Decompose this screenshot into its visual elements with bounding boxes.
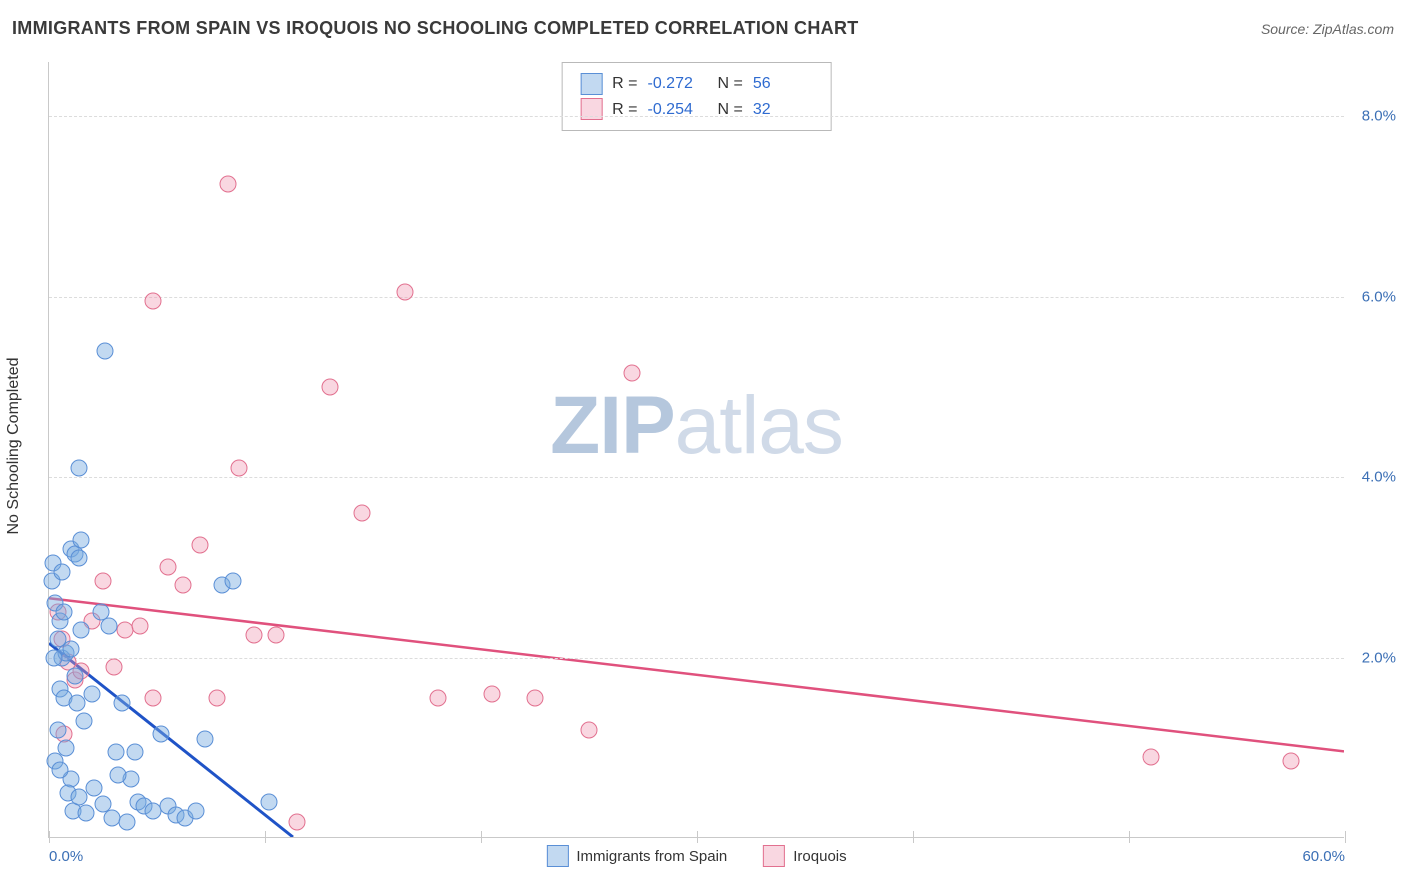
iroquois-point bbox=[267, 626, 284, 643]
tick-v bbox=[49, 831, 50, 843]
spain-point bbox=[107, 744, 124, 761]
y-tick-label: 4.0% bbox=[1350, 469, 1396, 486]
spain-point bbox=[84, 685, 101, 702]
watermark: ZIPatlas bbox=[550, 379, 843, 473]
iroquois-point bbox=[144, 690, 161, 707]
spain-point bbox=[51, 762, 68, 779]
bottom-legend: Immigrants from Spain Iroquois bbox=[546, 845, 846, 867]
spain-point bbox=[261, 793, 278, 810]
tick-v bbox=[1129, 831, 1130, 843]
spain-point bbox=[73, 532, 90, 549]
iroquois-point bbox=[209, 690, 226, 707]
x-tick-label: 60.0% bbox=[1302, 848, 1345, 865]
spain-point bbox=[97, 342, 114, 359]
gridline-h bbox=[49, 116, 1344, 117]
r-label: R = bbox=[612, 97, 637, 123]
spain-point bbox=[153, 726, 170, 743]
iroquois-point bbox=[581, 721, 598, 738]
iroquois-point bbox=[289, 813, 306, 830]
stats-row-iroquois: R = -0.254 N = 32 bbox=[580, 97, 813, 123]
spain-point bbox=[114, 694, 131, 711]
iroquois-point bbox=[131, 617, 148, 634]
spain-point bbox=[71, 460, 88, 477]
swatch-spain bbox=[580, 73, 602, 95]
n-value-iroquois: 32 bbox=[753, 97, 813, 123]
stats-legend: R = -0.272 N = 56 R = -0.254 N = 32 bbox=[561, 62, 832, 131]
iroquois-point bbox=[231, 460, 248, 477]
spain-point bbox=[187, 802, 204, 819]
n-value-spain: 56 bbox=[753, 71, 813, 97]
spain-point bbox=[49, 721, 66, 738]
iroquois-point bbox=[483, 685, 500, 702]
spain-point bbox=[110, 766, 127, 783]
spain-point bbox=[46, 649, 63, 666]
spain-point bbox=[69, 694, 86, 711]
source-attribution: Source: ZipAtlas.com bbox=[1261, 21, 1394, 39]
watermark-bold: ZIP bbox=[550, 380, 675, 471]
stats-row-spain: R = -0.272 N = 56 bbox=[580, 71, 813, 97]
iroquois-point bbox=[429, 690, 446, 707]
iroquois-point bbox=[321, 378, 338, 395]
iroquois-point bbox=[105, 658, 122, 675]
iroquois-point bbox=[527, 690, 544, 707]
iroquois-point bbox=[246, 626, 263, 643]
y-axis-label: No Schooling Completed bbox=[5, 358, 23, 535]
gridline-h bbox=[49, 477, 1344, 478]
legend-item-spain: Immigrants from Spain bbox=[546, 845, 727, 867]
legend-item-iroquois: Iroquois bbox=[763, 845, 846, 867]
r-value-spain: -0.272 bbox=[648, 71, 708, 97]
watermark-rest: atlas bbox=[675, 380, 843, 471]
swatch-iroquois bbox=[763, 845, 785, 867]
iroquois-point bbox=[220, 175, 237, 192]
source-prefix: Source: bbox=[1261, 21, 1313, 37]
iroquois-point bbox=[397, 284, 414, 301]
tick-v bbox=[913, 831, 914, 843]
swatch-spain bbox=[546, 845, 568, 867]
plot-area: ZIPatlas R = -0.272 N = 56 R = -0.254 N … bbox=[48, 62, 1344, 838]
gridline-h bbox=[49, 658, 1344, 659]
iroquois-point bbox=[192, 536, 209, 553]
spain-point bbox=[71, 550, 88, 567]
y-tick-label: 8.0% bbox=[1350, 108, 1396, 125]
n-label: N = bbox=[718, 97, 743, 123]
iroquois-point bbox=[354, 505, 371, 522]
y-tick-label: 6.0% bbox=[1350, 288, 1396, 305]
chart-title: IMMIGRANTS FROM SPAIN VS IROQUOIS NO SCH… bbox=[12, 18, 859, 39]
n-label: N = bbox=[718, 71, 743, 97]
spain-point bbox=[101, 617, 118, 634]
tick-v bbox=[1345, 831, 1346, 843]
tick-v bbox=[265, 831, 266, 843]
spain-point bbox=[53, 563, 70, 580]
iroquois-point bbox=[159, 559, 176, 576]
spain-point bbox=[224, 572, 241, 589]
r-value-iroquois: -0.254 bbox=[648, 97, 708, 123]
tick-v bbox=[481, 831, 482, 843]
iroquois-point bbox=[1283, 753, 1300, 770]
spain-point bbox=[127, 744, 144, 761]
iroquois-point bbox=[144, 293, 161, 310]
tick-v bbox=[697, 831, 698, 843]
iroquois-point bbox=[174, 577, 191, 594]
y-tick-label: 2.0% bbox=[1350, 649, 1396, 666]
spain-point bbox=[66, 667, 83, 684]
source-name: ZipAtlas.com bbox=[1313, 21, 1394, 37]
legend-label-spain: Immigrants from Spain bbox=[576, 848, 727, 865]
spain-point bbox=[62, 640, 79, 657]
gridline-h bbox=[49, 297, 1344, 298]
iroquois-point bbox=[624, 365, 641, 382]
trend-lines bbox=[49, 62, 1344, 837]
spain-point bbox=[75, 712, 92, 729]
iroquois-point bbox=[1142, 748, 1159, 765]
legend-label-iroquois: Iroquois bbox=[793, 848, 846, 865]
spain-point bbox=[86, 780, 103, 797]
spain-point bbox=[77, 804, 94, 821]
spain-point bbox=[118, 813, 135, 830]
spain-point bbox=[56, 604, 73, 621]
spain-point bbox=[103, 810, 120, 827]
iroquois-point bbox=[95, 572, 112, 589]
r-label: R = bbox=[612, 71, 637, 97]
spain-point bbox=[73, 622, 90, 639]
x-tick-label: 0.0% bbox=[49, 848, 83, 865]
spain-point bbox=[196, 730, 213, 747]
